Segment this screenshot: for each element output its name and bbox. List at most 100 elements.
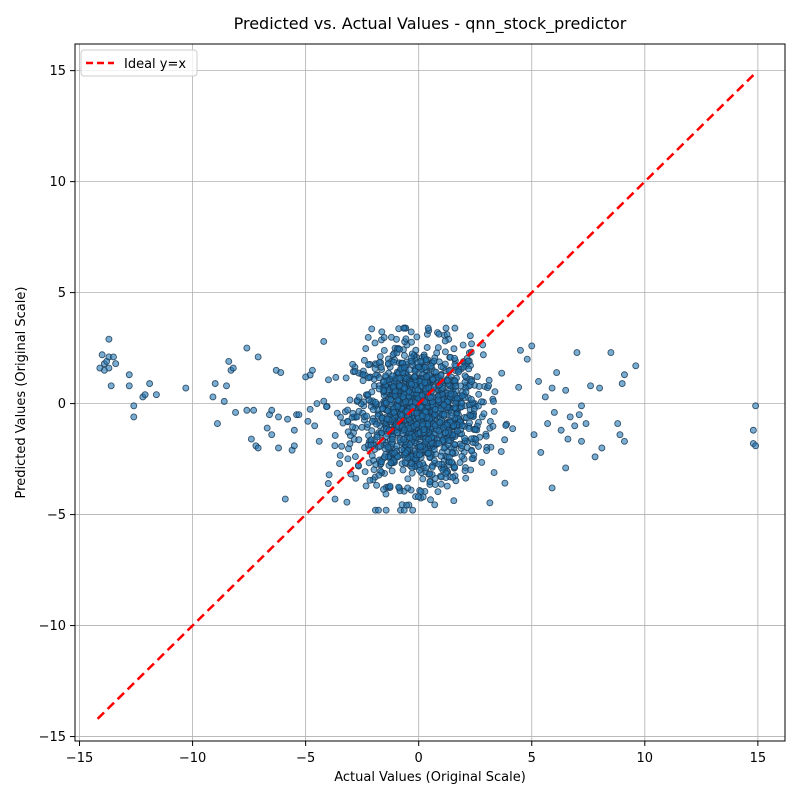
scatter-point: [458, 452, 466, 460]
scatter-point: [444, 377, 452, 385]
scatter-point: [416, 443, 424, 451]
scatter-point: [482, 432, 490, 440]
scatter-point: [425, 449, 432, 457]
scatter-point: [427, 394, 434, 401]
scatter-point: [367, 441, 375, 449]
scatter-point: [344, 417, 351, 425]
scatter-point: [448, 412, 456, 420]
scatter-point: [406, 441, 414, 449]
scatter-point: [458, 392, 466, 400]
scatter-point: [243, 344, 251, 352]
scatter-point: [575, 411, 583, 419]
scatter-point: [386, 482, 394, 490]
scatter-point: [557, 426, 565, 434]
scatter-point: [372, 398, 380, 406]
scatter-point: [365, 396, 373, 404]
scatter-point: [553, 369, 561, 376]
scatter-point: [429, 375, 437, 383]
scatter-point: [548, 484, 556, 492]
scatter-point: [441, 360, 449, 368]
scatter-point: [362, 345, 370, 353]
scatter-point: [346, 396, 354, 404]
scatter-point: [461, 434, 469, 442]
scatter-point: [517, 346, 524, 354]
scatter-point: [621, 371, 628, 379]
scatter-point: [450, 422, 458, 430]
scatter-point: [315, 437, 323, 445]
scatter-point: [389, 372, 396, 380]
scatter-point: [323, 403, 330, 411]
scatter-point: [383, 415, 391, 423]
scatter-point: [373, 481, 381, 489]
scatter-point: [213, 420, 221, 428]
scatter-point: [458, 422, 466, 430]
scatter-point: [332, 373, 340, 381]
scatter-point: [515, 383, 523, 391]
scatter-point: [416, 451, 423, 459]
scatter-point: [396, 345, 403, 353]
scatter-point: [427, 496, 434, 504]
y-tick-label: 15: [49, 64, 66, 79]
y-tick-label: −5: [47, 508, 66, 523]
scatter-point: [414, 386, 422, 394]
scatter-point: [349, 409, 357, 417]
scatter-point: [352, 474, 360, 482]
scatter-point: [302, 373, 310, 381]
scatter-point: [400, 352, 408, 359]
scatter-point: [268, 406, 276, 414]
scatter-point: [343, 498, 351, 506]
scatter-point: [464, 357, 472, 365]
scatter-point: [342, 374, 350, 382]
scatter-point: [152, 391, 160, 399]
scatter-point: [486, 417, 494, 425]
x-tick-label: 10: [637, 751, 654, 766]
scatter-point: [209, 393, 217, 401]
scatter-point: [445, 453, 453, 461]
scatter-point: [378, 328, 386, 336]
scatter-point: [254, 353, 262, 361]
scatter-point: [550, 409, 558, 416]
scatter-point: [607, 349, 615, 356]
scatter-point: [459, 341, 467, 349]
scatter-point: [443, 482, 451, 490]
scatter-point: [359, 377, 367, 385]
scatter-point: [281, 495, 289, 503]
scatter-point: [211, 380, 219, 388]
scatter-point: [433, 349, 441, 357]
scatter-point: [571, 422, 579, 430]
scatter-point: [451, 463, 458, 471]
scatter-point: [336, 451, 344, 459]
scatter-point: [388, 467, 396, 475]
y-tick-label: 0: [58, 397, 66, 412]
scatter-point: [331, 432, 339, 439]
scatter-point: [475, 390, 483, 398]
scatter-point: [384, 443, 392, 451]
scatter-point: [528, 342, 536, 350]
scatter-point: [431, 501, 439, 509]
scatter-point: [541, 393, 549, 401]
scatter-point: [422, 464, 430, 472]
scatter-point: [578, 437, 585, 445]
scatter-point: [472, 435, 480, 443]
scatter-point: [430, 446, 438, 454]
scatter-point: [125, 371, 133, 379]
scatter-point: [562, 464, 570, 472]
scatter-point: [596, 384, 604, 392]
scatter-point: [413, 409, 421, 417]
axes-layer: −15 −10 −5 0 5 10 15 −15 −10 −5 0 5 10 15: [39, 64, 767, 766]
scatter-point: [402, 449, 410, 457]
scatter-point: [365, 374, 373, 382]
scatter-point: [435, 330, 443, 338]
scatter-point: [440, 401, 448, 409]
scatter-point: [263, 424, 271, 432]
scatter-point: [479, 351, 487, 359]
scatter-point: [442, 469, 450, 477]
scatter-point: [394, 403, 402, 411]
scatter-point: [390, 358, 398, 366]
scatter-point: [442, 324, 450, 332]
scatter-point: [361, 468, 369, 476]
scatter-point: [486, 499, 494, 507]
scatter-point: [419, 475, 427, 483]
scatter-point: [616, 431, 624, 439]
scatter-point: [308, 366, 316, 374]
